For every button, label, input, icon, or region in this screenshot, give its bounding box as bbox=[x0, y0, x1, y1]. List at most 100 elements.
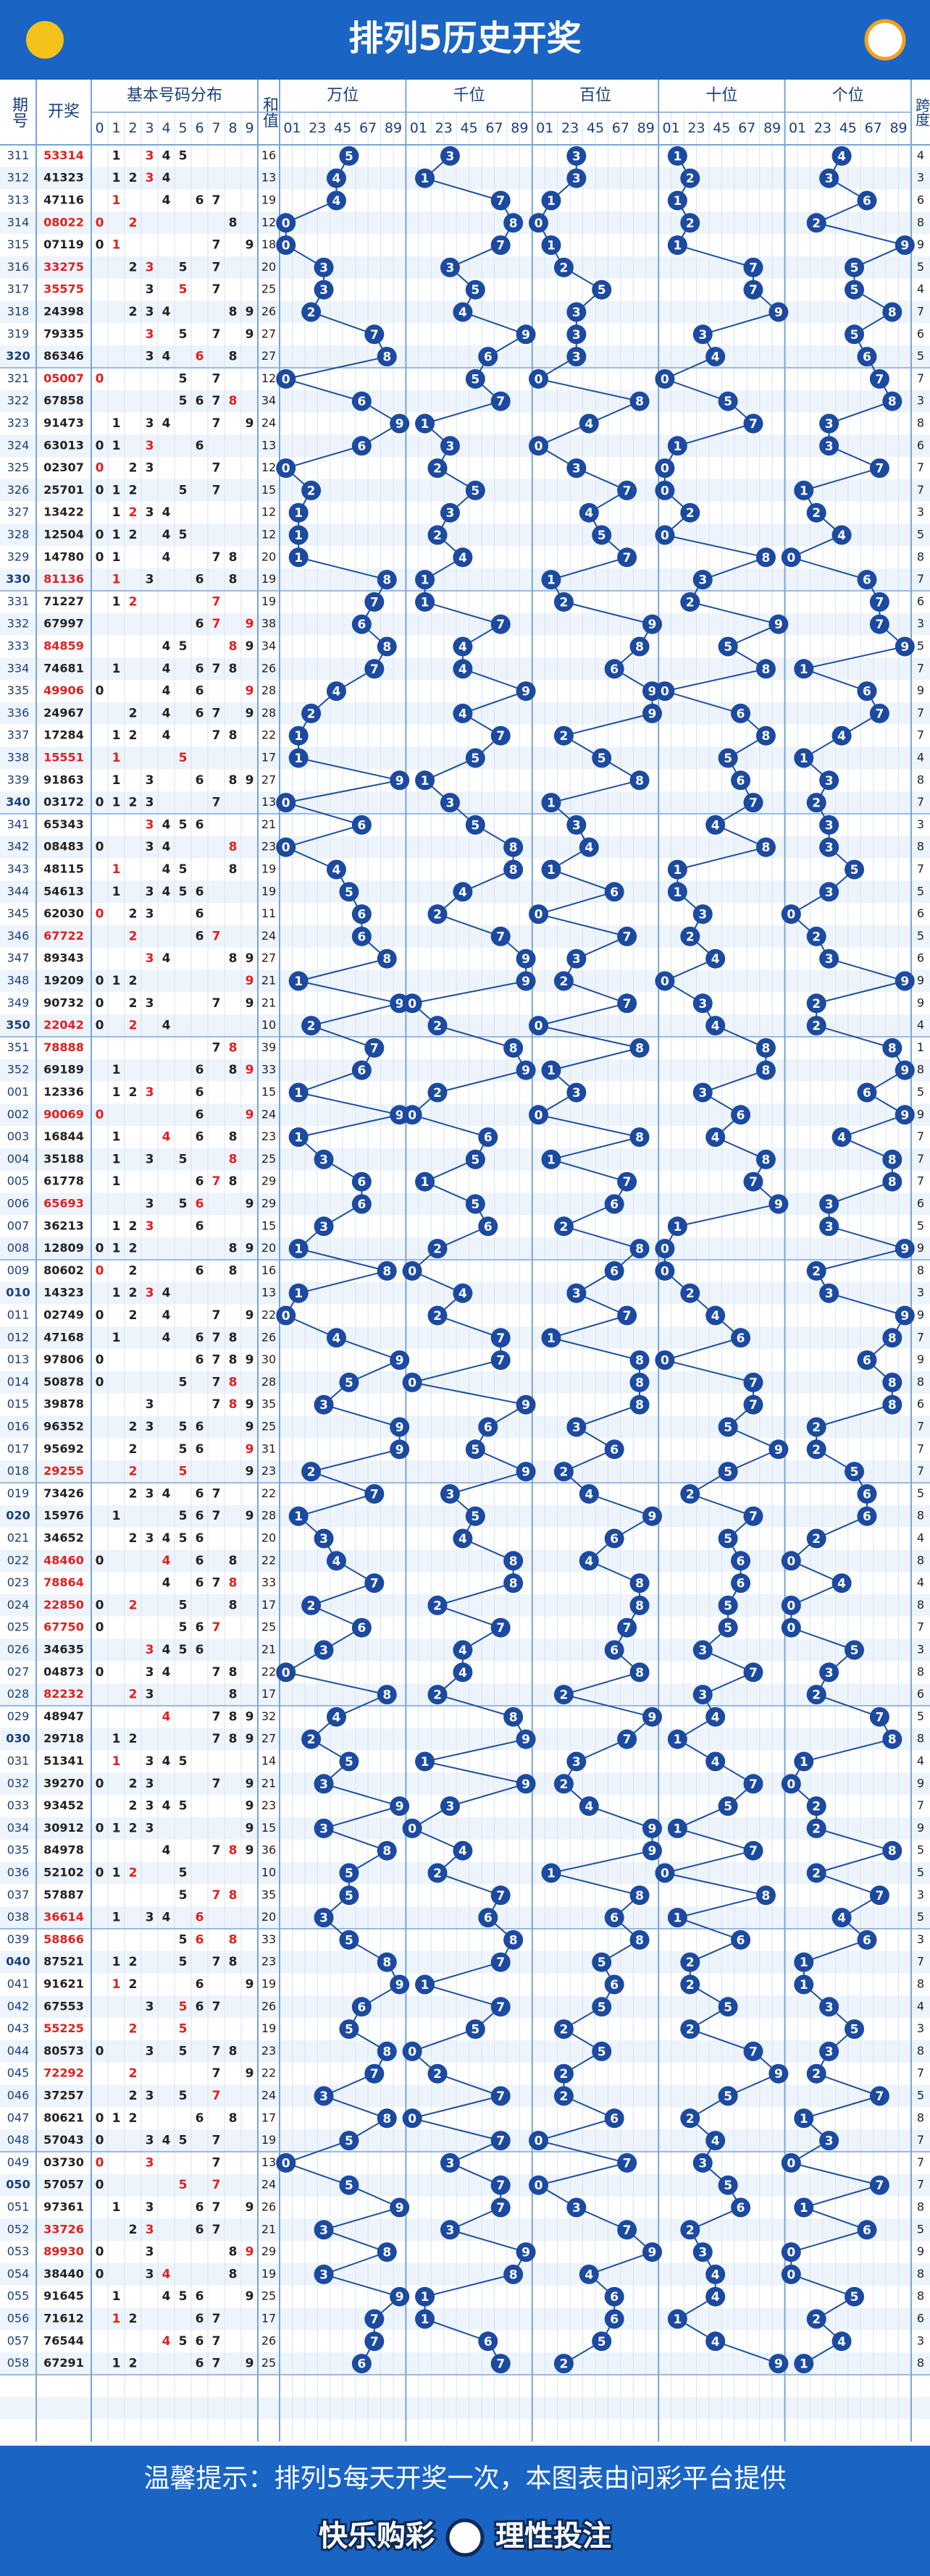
ball-digit: 4 bbox=[837, 1131, 846, 1145]
distribution-digit: 7 bbox=[212, 2312, 221, 2326]
distribution-digit: 7 bbox=[212, 371, 221, 386]
ball-digit: 7 bbox=[496, 239, 505, 253]
period: 316 bbox=[7, 260, 30, 274]
sum: 19 bbox=[261, 1977, 276, 1991]
period: 003 bbox=[7, 1129, 30, 1143]
sum: 19 bbox=[261, 572, 276, 586]
ball-digit: 3 bbox=[698, 2156, 707, 2171]
draw-number: 97806 bbox=[43, 1352, 84, 1366]
ball bbox=[869, 458, 889, 479]
ball bbox=[453, 882, 473, 902]
span: 9 bbox=[917, 1241, 924, 1255]
ball bbox=[869, 1885, 889, 1906]
ball-digit: 4 bbox=[458, 707, 467, 721]
distribution-digit: 5 bbox=[179, 2134, 188, 2148]
distribution-digit: 1 bbox=[112, 594, 121, 609]
pair-header: 89 bbox=[637, 120, 655, 136]
distribution-digit: 8 bbox=[229, 1709, 238, 1724]
distribution-digit: 7 bbox=[212, 2066, 221, 2081]
ball bbox=[579, 1551, 599, 1571]
distribution-digit: 2 bbox=[129, 1977, 138, 1992]
period: 013 bbox=[7, 1352, 30, 1366]
span: 5 bbox=[917, 349, 924, 363]
ball-digit: 0 bbox=[408, 997, 416, 1011]
ball-digit: 2 bbox=[433, 462, 442, 476]
ball bbox=[895, 235, 915, 256]
header-distribution: 基本号码分布 bbox=[127, 87, 222, 105]
ball-digit: 6 bbox=[737, 1331, 745, 1346]
row-bg bbox=[0, 1884, 930, 1907]
ball bbox=[655, 369, 675, 389]
ball bbox=[364, 2331, 385, 2352]
period: 350 bbox=[6, 1018, 30, 1032]
ball-digit: 1 bbox=[673, 149, 682, 164]
distribution-digit: 7 bbox=[212, 550, 221, 565]
period: 341 bbox=[7, 817, 30, 831]
span: 7 bbox=[917, 460, 924, 474]
period: 329 bbox=[7, 550, 30, 563]
distribution-digit: 6 bbox=[196, 1263, 204, 1278]
distribution-digit: 1 bbox=[112, 1242, 121, 1256]
sum: 12 bbox=[261, 460, 276, 474]
draw-number: 91473 bbox=[43, 416, 84, 430]
ball-digit: 7 bbox=[875, 2179, 884, 2193]
ball bbox=[402, 2041, 422, 2061]
ball-digit: 0 bbox=[408, 2045, 416, 2059]
distribution-digit: 4 bbox=[162, 2334, 171, 2349]
ball-digit: 3 bbox=[319, 1643, 328, 1658]
distribution-digit: 0 bbox=[96, 840, 104, 854]
row-bg bbox=[0, 903, 930, 925]
ball-digit: 2 bbox=[307, 707, 316, 721]
distribution-digit: 7 bbox=[212, 327, 221, 342]
ball-digit: 9 bbox=[900, 975, 909, 989]
ball-digit: 6 bbox=[357, 908, 366, 922]
row-bg bbox=[0, 1371, 930, 1394]
ball-digit: 7 bbox=[749, 1398, 758, 1413]
ball-digit: 1 bbox=[547, 194, 556, 209]
distribution-digit: 8 bbox=[229, 1174, 238, 1189]
draw-number: 34652 bbox=[43, 1531, 84, 1545]
logo bbox=[864, 19, 906, 61]
distribution-digit: 3 bbox=[146, 416, 154, 431]
row-bg bbox=[0, 1504, 930, 1528]
span: 3 bbox=[917, 1887, 924, 1901]
distribution-digit: 2 bbox=[129, 907, 138, 922]
ball bbox=[390, 1439, 410, 1460]
position-header: 个位 bbox=[832, 87, 864, 105]
ball-digit: 2 bbox=[686, 216, 695, 231]
digit-header: 9 bbox=[245, 120, 254, 136]
ball bbox=[301, 1462, 322, 1482]
distribution-digit: 3 bbox=[146, 2134, 154, 2148]
ball-digit: 3 bbox=[319, 1822, 328, 1836]
span: 9 bbox=[917, 1107, 924, 1121]
distribution-digit: 4 bbox=[162, 1754, 171, 1769]
distribution-digit: 9 bbox=[246, 1821, 254, 1835]
ball bbox=[478, 1127, 498, 1148]
draw-number: 50878 bbox=[43, 1375, 84, 1389]
ball bbox=[743, 1506, 763, 1526]
ball bbox=[465, 2019, 485, 2040]
ball bbox=[882, 1171, 902, 1192]
ball-digit: 5 bbox=[724, 395, 732, 409]
ball-digit: 1 bbox=[547, 863, 556, 877]
row-bg bbox=[0, 1326, 930, 1350]
ball-digit: 6 bbox=[737, 1577, 745, 1591]
digit-header: 7 bbox=[211, 120, 220, 136]
distribution-digit: 7 bbox=[212, 1732, 221, 1746]
span: 9 bbox=[917, 996, 924, 1009]
ball-digit: 7 bbox=[875, 1710, 884, 1725]
draw-number: 82232 bbox=[43, 1687, 84, 1701]
pair-header: 23 bbox=[309, 120, 326, 136]
draw-number: 49906 bbox=[43, 683, 84, 697]
ball-digit: 8 bbox=[509, 1577, 518, 1591]
period: 352 bbox=[7, 1063, 30, 1077]
distribution-digit: 3 bbox=[146, 573, 154, 587]
ball-digit: 5 bbox=[724, 1532, 732, 1546]
row-bg bbox=[0, 969, 930, 993]
ball bbox=[604, 1194, 624, 1214]
distribution-digit: 9 bbox=[246, 1777, 254, 1791]
ball-digit: 0 bbox=[535, 2134, 543, 2149]
distribution-digit: 9 bbox=[246, 1108, 254, 1122]
ball bbox=[592, 1997, 612, 2017]
period: 345 bbox=[7, 906, 30, 920]
